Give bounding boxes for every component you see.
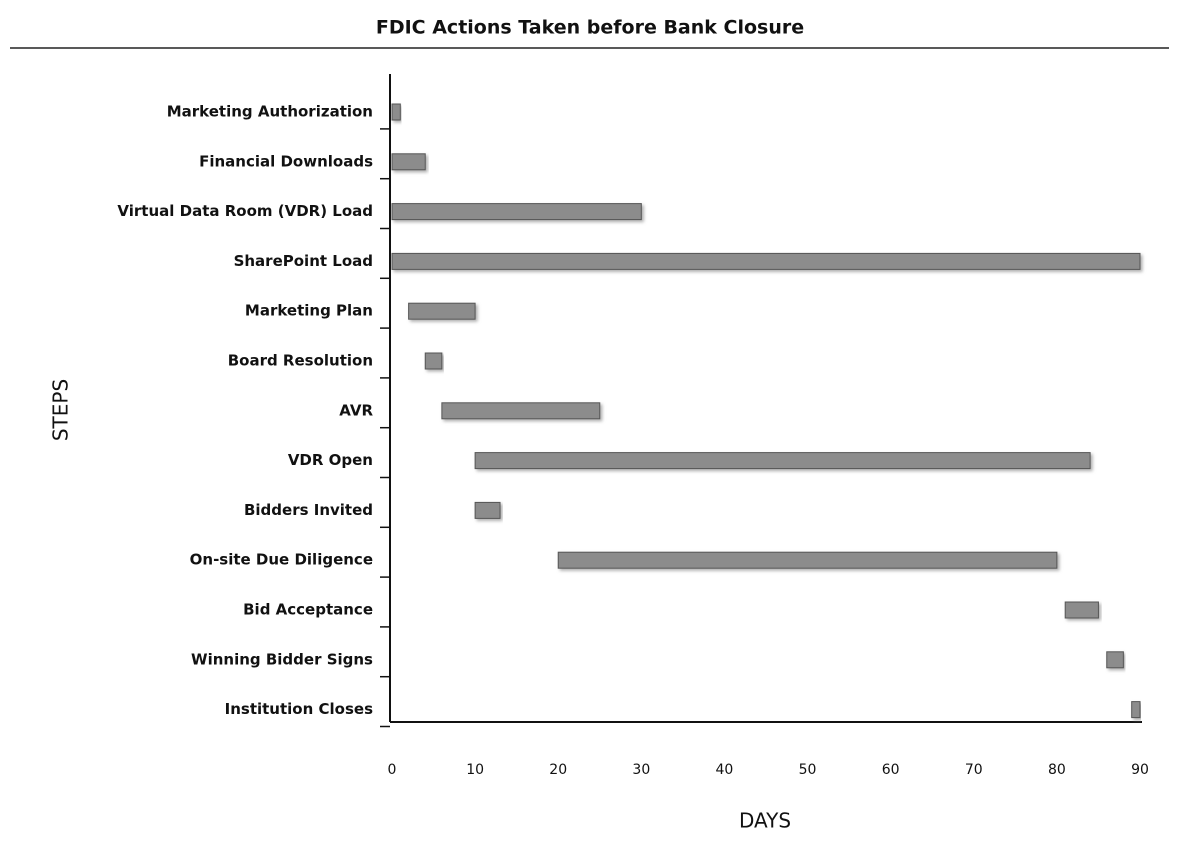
bar: [1131, 701, 1141, 719]
chart-title: FDIC Actions Taken before Bank Closure: [376, 17, 804, 39]
x-tick-label: 40: [716, 762, 734, 778]
bar: [391, 103, 401, 121]
y-tick-label: Marketing Authorization: [167, 103, 373, 121]
y-tick-label: VDR Open: [288, 451, 373, 469]
x-tick-label: 80: [1048, 762, 1066, 778]
bar: [1106, 651, 1124, 669]
y-tick-label: Bid Acceptance: [243, 601, 373, 619]
y-tick-label: SharePoint Load: [234, 252, 373, 270]
x-tick-label: 70: [965, 762, 983, 778]
y-tick-label: On-site Due Diligence: [190, 551, 373, 569]
x-tick-label: 10: [466, 762, 484, 778]
bar: [1064, 601, 1099, 619]
x-axis-title: DAYS: [739, 809, 791, 833]
y-tick-label: Financial Downloads: [199, 152, 373, 170]
bar: [391, 153, 426, 171]
y-tick-label: Board Resolution: [228, 352, 373, 370]
x-tick-label: 0: [388, 762, 397, 778]
x-tick-label: 20: [549, 762, 567, 778]
bar: [408, 302, 476, 320]
x-tick-label: 50: [799, 762, 817, 778]
bar: [474, 452, 1091, 470]
bar: [391, 203, 642, 221]
y-tick-label: AVR: [339, 401, 373, 419]
bar: [557, 551, 1058, 569]
y-tick-label: Marketing Plan: [245, 302, 373, 320]
bar: [424, 352, 443, 370]
y-tick-label: Virtual Data Room (VDR) Load: [117, 202, 373, 220]
y-tick-label: Winning Bidder Signs: [191, 650, 373, 668]
bar: [391, 252, 1141, 270]
y-tick-label: Institution Closes: [225, 700, 373, 718]
y-tick-label: Bidders Invited: [244, 501, 373, 519]
x-tick-label: 30: [632, 762, 650, 778]
x-tick-label: 90: [1131, 762, 1149, 778]
x-tick-label: 60: [882, 762, 900, 778]
y-axis-title: STEPS: [49, 379, 73, 441]
bar: [441, 402, 601, 420]
bar: [474, 501, 501, 519]
